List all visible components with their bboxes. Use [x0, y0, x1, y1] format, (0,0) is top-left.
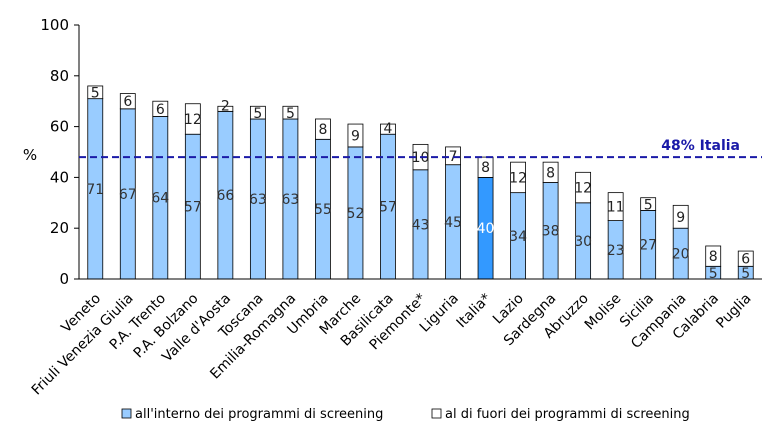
data-label-outside-18: 9 [676, 210, 685, 226]
bar-outside-18 [672, 204, 689, 229]
data-label-inside-12: 40 [477, 221, 495, 237]
bar-outside-15 [575, 171, 592, 204]
y-tick-label: 20 [50, 219, 69, 237]
data-label-outside-9: 4 [384, 121, 393, 137]
data-label-outside-12: 8 [481, 160, 490, 176]
x-tick-label: Italia* [454, 291, 495, 332]
reference-line-label: 48% Italia [661, 138, 740, 154]
data-label-outside-15: 12 [574, 181, 592, 197]
y-tick-label: 0 [59, 270, 69, 288]
legend-swatch-outside [431, 408, 442, 419]
data-label-inside-4: 66 [216, 188, 234, 204]
legend: all'interno dei programmi di screening a… [121, 407, 690, 422]
data-label-inside-1: 67 [119, 187, 137, 203]
bar-outside-1 [119, 93, 136, 110]
data-label-inside-14: 38 [542, 224, 560, 240]
x-tick-label: Puglia [713, 291, 754, 332]
reference-line-group: 48% Italia [79, 138, 762, 159]
bar-outside-16 [607, 192, 624, 221]
bar-outside-9 [380, 123, 396, 135]
bar-outside-5 [249, 105, 266, 120]
bar-outside-20 [737, 250, 754, 267]
data-label-inside-17: 27 [639, 238, 657, 254]
bar-outside-4 [217, 105, 234, 112]
data-label-outside-0: 5 [91, 86, 100, 102]
data-label-outside-20: 6 [741, 252, 750, 268]
legend-label-inside: all'interno dei programmi di screening [135, 407, 383, 422]
y-axis: 0 20 40 60 80 100 [40, 16, 80, 288]
data-label-outside-6: 5 [286, 106, 295, 122]
data-label-inside-5: 63 [249, 192, 267, 208]
data-label-outside-13: 12 [509, 170, 527, 186]
data-label-inside-15: 30 [574, 234, 592, 250]
bar-outside-0 [87, 85, 104, 100]
x-tick-label: Molise [582, 291, 625, 334]
data-label-outside-16: 11 [607, 200, 625, 216]
data-label-outside-7: 8 [318, 122, 327, 138]
data-label-outside-19: 8 [709, 249, 718, 265]
data-label-outside-1: 6 [123, 94, 132, 110]
bar-outside-12 [477, 156, 494, 178]
legend-swatch-inside [121, 408, 132, 419]
data-label-outside-2: 6 [156, 102, 165, 118]
bar-outside-11 [445, 146, 461, 166]
y-axis-label: % [23, 146, 37, 164]
bar-outside-7 [315, 118, 331, 140]
data-label-inside-20: 5 [741, 266, 750, 282]
data-label-inside-19: 5 [709, 266, 718, 282]
data-label-inside-9: 57 [379, 200, 397, 216]
data-label-inside-11: 45 [444, 215, 462, 231]
bar-outside-3 [184, 103, 201, 135]
y-tick-label: 60 [50, 118, 69, 136]
data-label-inside-18: 20 [672, 247, 690, 263]
bar-outside-17 [640, 197, 657, 211]
bar-outside-6 [282, 105, 299, 120]
data-label-inside-6: 63 [281, 192, 299, 208]
y-tick-label: 80 [50, 67, 69, 85]
data-label-inside-3: 57 [184, 200, 202, 216]
data-label-inside-7: 55 [314, 202, 332, 218]
bar-outside-8 [347, 123, 364, 148]
data-label-inside-8: 52 [347, 206, 365, 222]
data-label-outside-4: 2 [221, 98, 230, 114]
data-label-outside-8: 9 [351, 128, 360, 144]
y-tick-label: 100 [40, 16, 69, 34]
data-label-outside-17: 5 [644, 197, 653, 213]
data-label-outside-5: 5 [253, 106, 262, 122]
data-label-inside-16: 23 [607, 243, 625, 259]
bar-outside-13 [510, 161, 526, 194]
data-label-inside-0: 71 [86, 182, 104, 198]
bar-outside-2 [152, 100, 169, 117]
data-label-inside-10: 43 [412, 217, 430, 233]
bars: 7156766465712662635635558529574431045740… [86, 85, 754, 282]
data-label-outside-14: 8 [546, 165, 555, 181]
data-label-inside-2: 64 [151, 191, 169, 207]
data-label-outside-3: 12 [184, 112, 202, 128]
legend-label-outside: al di fuori dei programmi di screening [445, 407, 690, 422]
data-label-inside-13: 34 [509, 229, 527, 245]
y-tick-label: 40 [50, 168, 69, 186]
bar-outside-14 [542, 161, 559, 183]
bar-outside-19 [705, 245, 722, 267]
